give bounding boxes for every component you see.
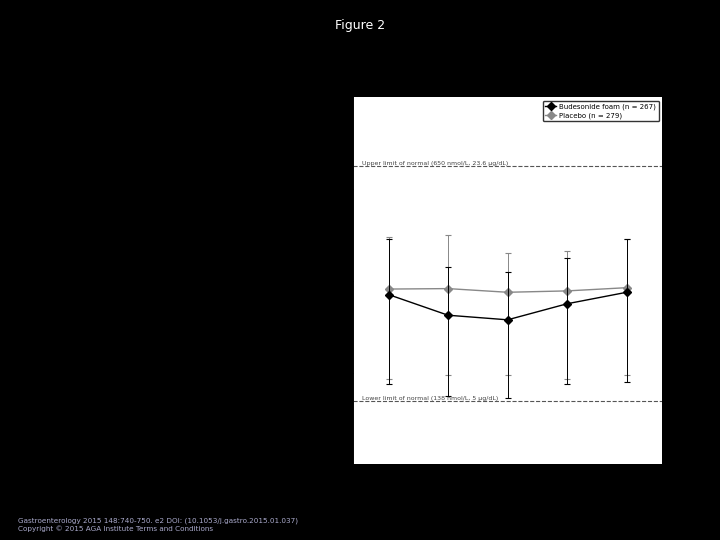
Text: Lower limit of normal (138 nmol/L, 5 μg/dL): Lower limit of normal (138 nmol/L, 5 μg/… [362,396,498,401]
Text: Gastroenterology 2015 148:740-750. e2 DOI: (10.1053/j.gastro.2015.01.037)
Copyri: Gastroenterology 2015 148:740-750. e2 DO… [18,518,298,532]
Text: Figure 2: Figure 2 [335,19,385,32]
Legend: Budesonide foam (n = 267), Placebo (n = 279): Budesonide foam (n = 267), Placebo (n = … [543,100,659,122]
Y-axis label: Mean morning cortisol (nmol/L): Mean morning cortisol (nmol/L) [316,215,325,347]
Text: Upper limit of normal (650 nmol/L, 23.6 μg/dL): Upper limit of normal (650 nmol/L, 23.6 … [362,161,508,166]
